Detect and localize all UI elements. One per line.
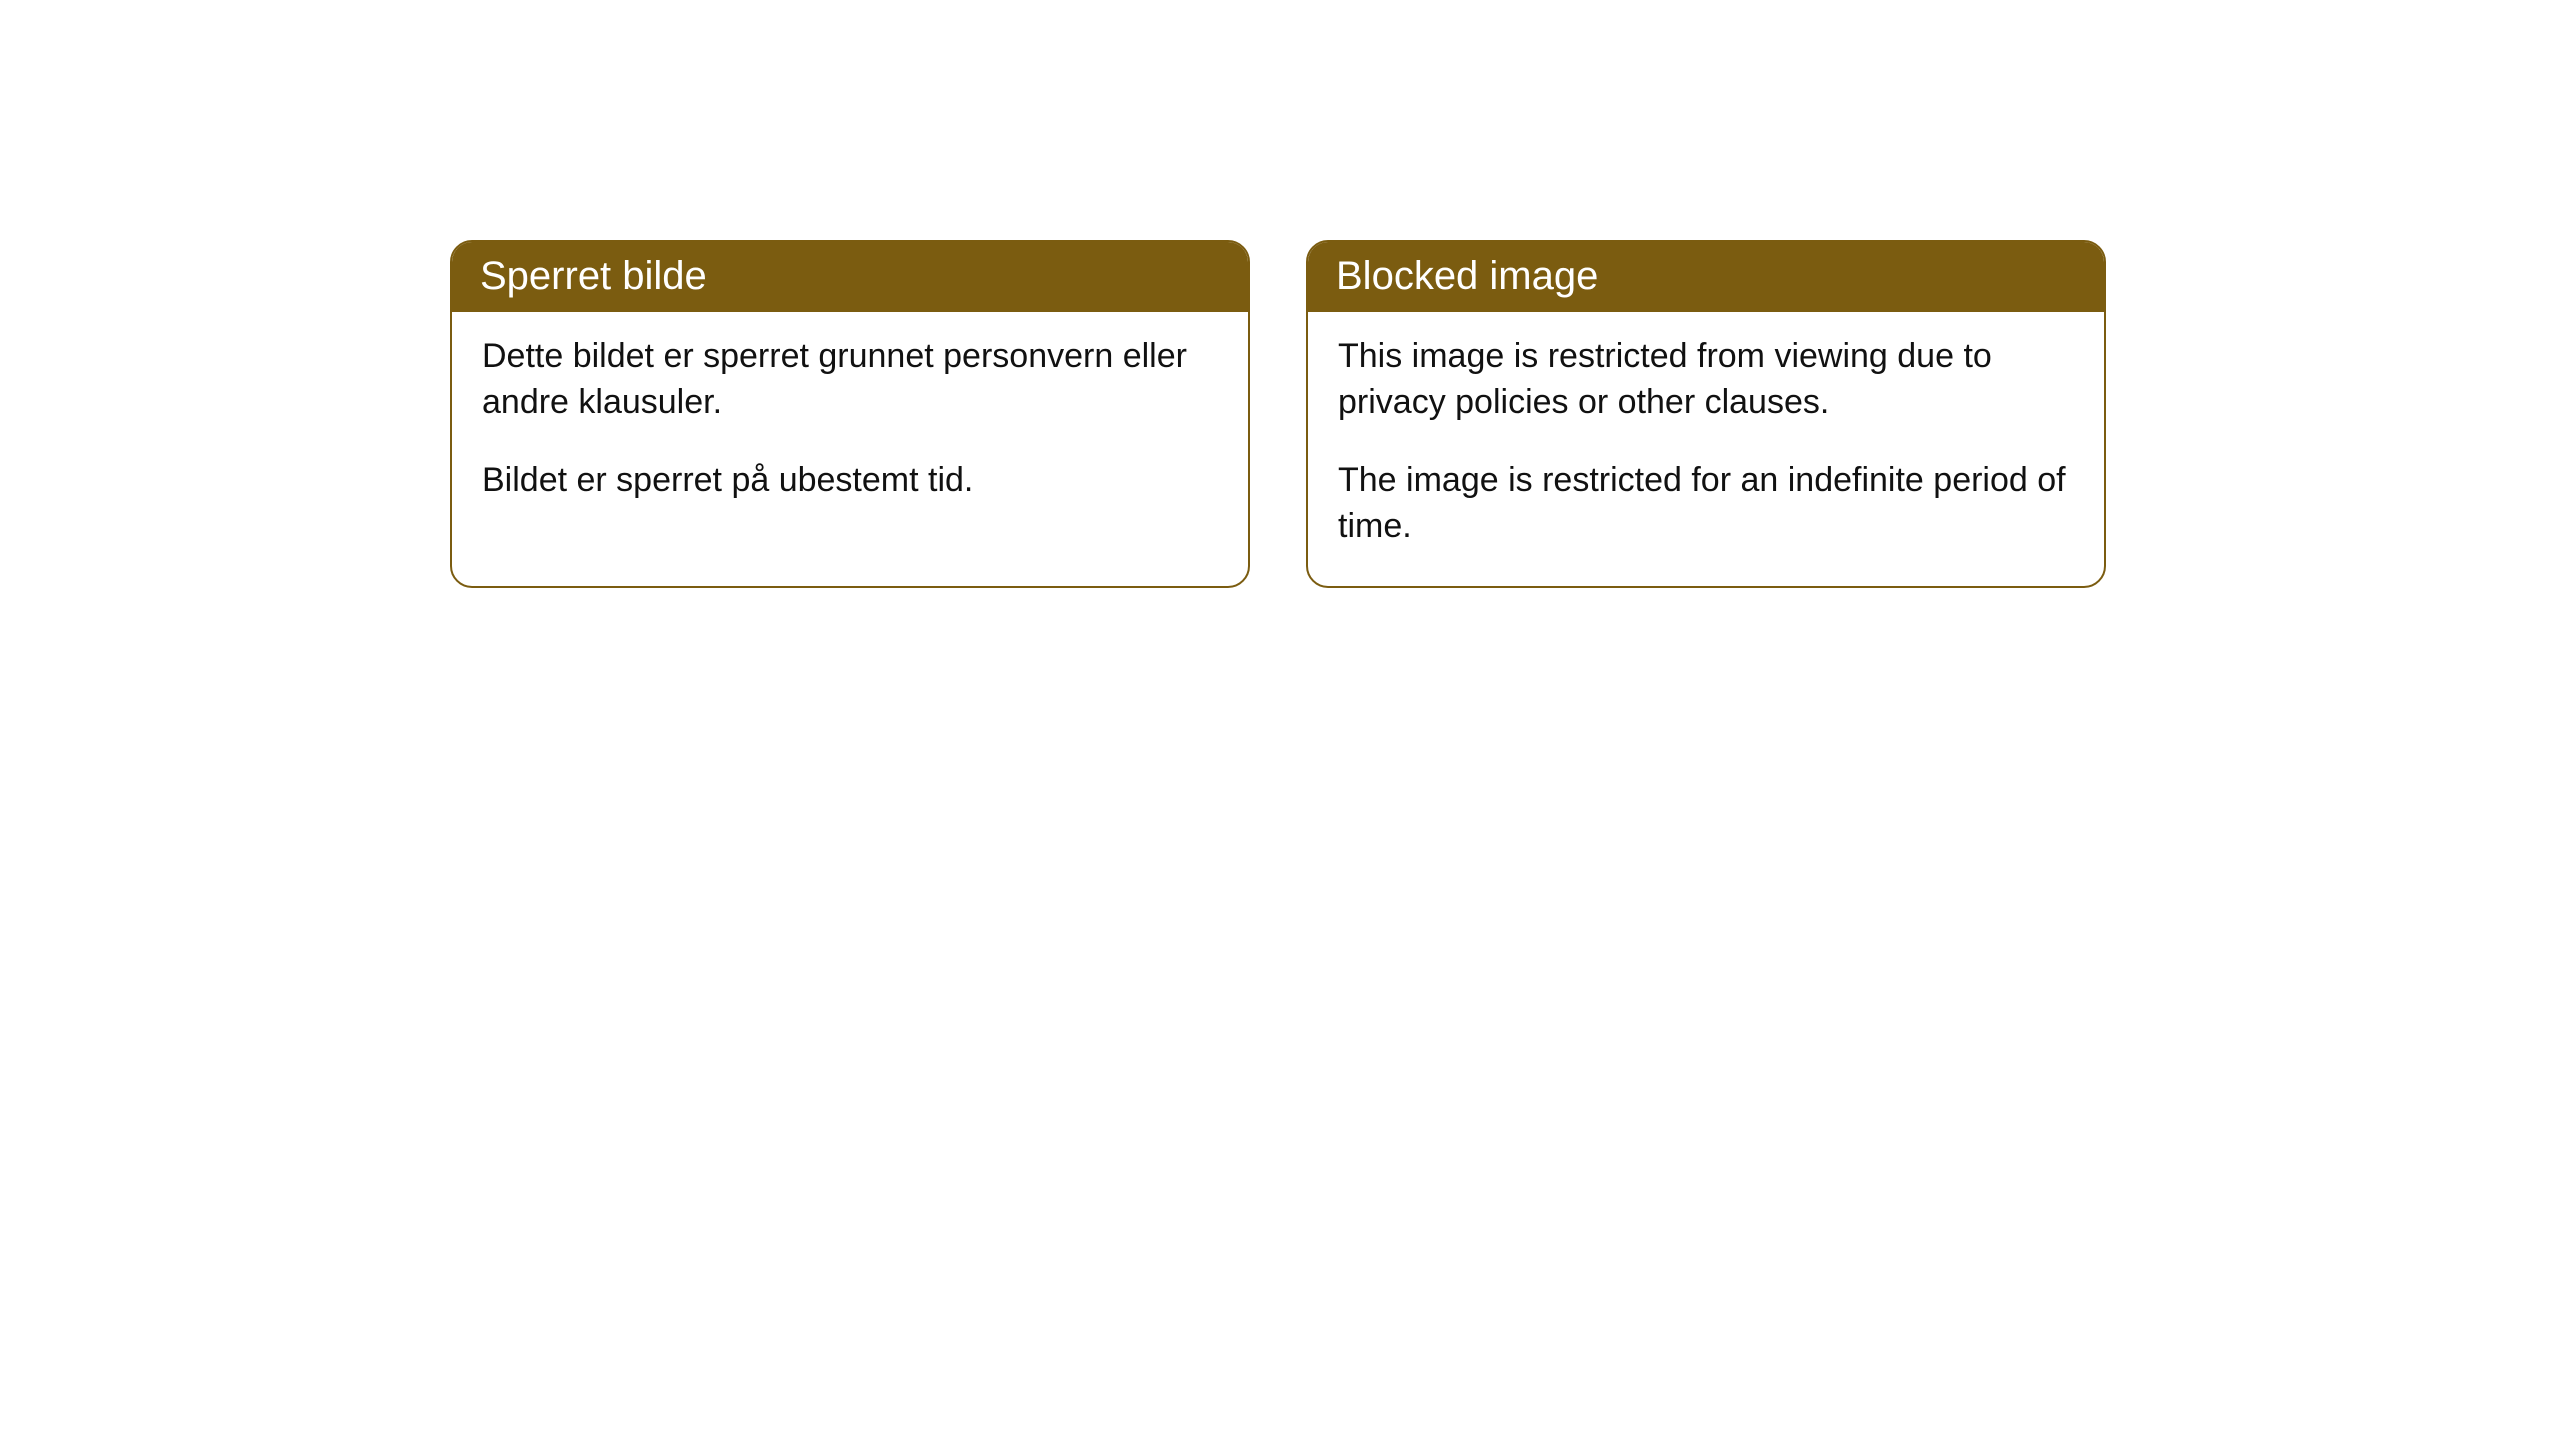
card-body: This image is restricted from viewing du… <box>1308 312 2104 586</box>
notice-cards-container: Sperret bilde Dette bildet er sperret gr… <box>450 240 2560 588</box>
card-header: Sperret bilde <box>452 242 1248 312</box>
notice-card-english: Blocked image This image is restricted f… <box>1306 240 2106 588</box>
notice-card-norwegian: Sperret bilde Dette bildet er sperret gr… <box>450 240 1250 588</box>
card-body-paragraph: This image is restricted from viewing du… <box>1338 334 2074 426</box>
card-body-paragraph: Dette bildet er sperret grunnet personve… <box>482 334 1218 426</box>
card-body: Dette bildet er sperret grunnet personve… <box>452 312 1248 540</box>
card-body-paragraph: Bildet er sperret på ubestemt tid. <box>482 458 1218 504</box>
card-body-paragraph: The image is restricted for an indefinit… <box>1338 458 2074 550</box>
card-header: Blocked image <box>1308 242 2104 312</box>
